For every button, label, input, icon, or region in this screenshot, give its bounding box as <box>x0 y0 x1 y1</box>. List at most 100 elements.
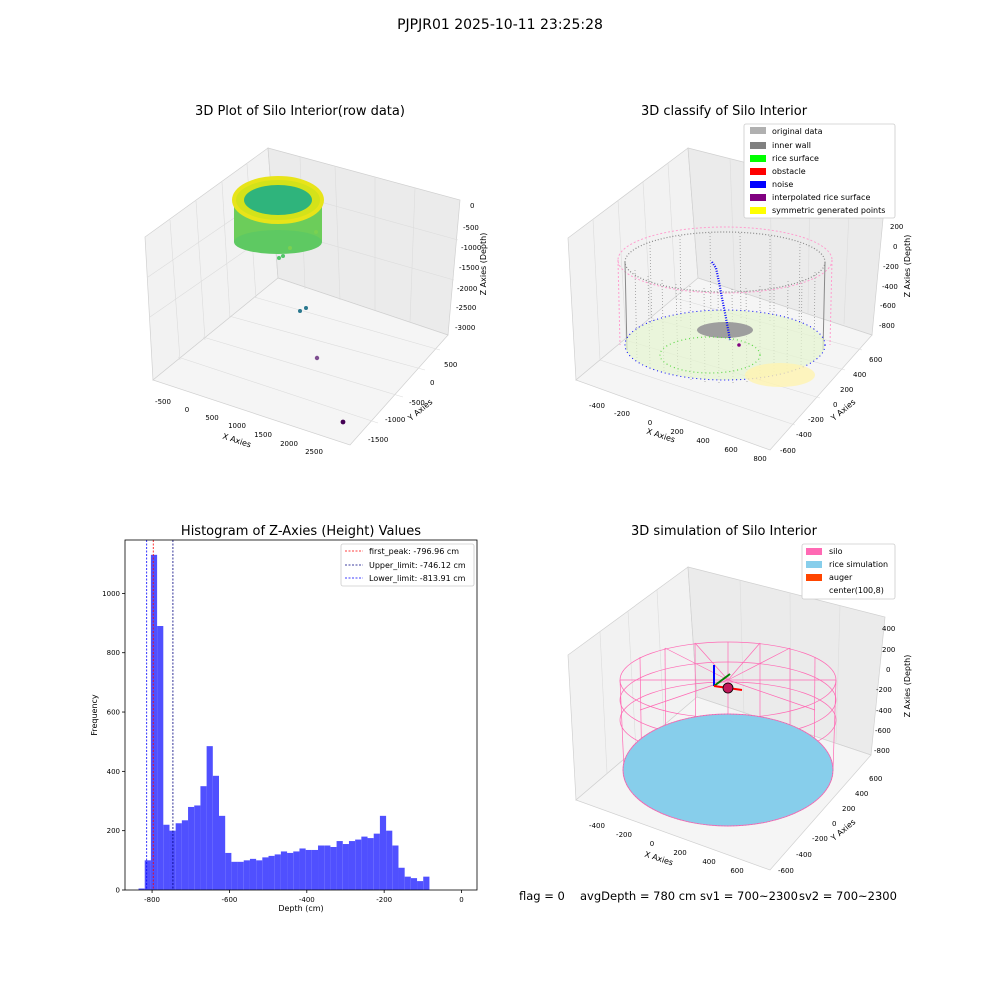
simulation-tick-labels: -400 -200 0 200 400 600 600 400 200 0 -2… <box>589 625 895 875</box>
legend-entry: first_peak: -796.96 cm <box>369 547 459 556</box>
svg-text:-400: -400 <box>796 431 812 439</box>
legend-entry: original data <box>772 127 823 136</box>
histogram-bar <box>423 876 430 890</box>
classify-point-cloud <box>617 226 833 387</box>
raw-outlier-point <box>304 306 308 310</box>
legend-entry: auger <box>829 573 853 582</box>
histogram-bar <box>268 855 275 890</box>
histogram-bar <box>379 815 387 890</box>
raw-xtick: 2500 <box>305 448 323 456</box>
histogram-bar <box>392 845 399 890</box>
svg-text:-200: -200 <box>883 263 899 271</box>
histogram-xtick-label: -200 <box>376 896 392 904</box>
simulation-zaxis-label: Z Axies (Depth) <box>903 655 912 718</box>
histogram-title: Histogram of Z-Axies (Height) Values <box>180 524 422 539</box>
histogram-bar <box>342 844 349 890</box>
raw-ytick: 0 <box>430 379 434 387</box>
status-flag: flag = 0 <box>519 889 565 903</box>
histogram-bar <box>188 806 195 890</box>
histogram-bar <box>324 845 331 890</box>
raw-cylinder-bottom <box>234 230 322 254</box>
histogram-bar <box>163 824 170 890</box>
histogram-bar <box>318 845 325 890</box>
histogram-bar <box>243 860 250 890</box>
legend-entry: rice simulation <box>829 560 888 569</box>
svg-text:-600: -600 <box>880 302 896 310</box>
svg-text:200: 200 <box>842 805 855 813</box>
raw-floor-pane <box>152 277 449 446</box>
histogram-bar <box>274 854 281 890</box>
raw-ztick: -1500 <box>459 264 479 272</box>
svg-text:0: 0 <box>650 840 654 848</box>
histogram-ytick-label: 600 <box>107 709 120 717</box>
svg-text:-800: -800 <box>874 747 890 755</box>
legend-entry: center(100,8) <box>829 586 884 595</box>
svg-text:0: 0 <box>833 401 837 409</box>
histogram-bar <box>305 849 312 890</box>
svg-text:400: 400 <box>696 437 709 445</box>
classify-plot-title: 3D classify of Silo Interior <box>640 104 808 119</box>
histogram-bar <box>367 838 374 890</box>
svg-text:-200: -200 <box>616 831 632 839</box>
simulation-legend: silo rice simulation auger center(100,8) <box>801 543 896 600</box>
raw-ztick: 0 <box>470 202 474 210</box>
svg-text:-400: -400 <box>589 822 605 830</box>
simulation-silo <box>619 641 837 827</box>
svg-text:-200: -200 <box>808 416 824 424</box>
histogram-bar <box>330 846 337 890</box>
histogram-bar <box>348 841 356 890</box>
raw-xtick: -500 <box>155 398 171 406</box>
histogram-bar <box>336 841 343 890</box>
histogram-yticks: 0 200 400 600 800 1000 <box>102 590 125 895</box>
auger-axis-y <box>713 673 731 687</box>
classify-zaxis-label: Z Axies (Depth) <box>903 235 912 298</box>
classify-legend: original data inner wall rice surface ob… <box>743 123 896 219</box>
svg-text:-600: -600 <box>778 867 794 875</box>
histogram-bar <box>144 860 151 890</box>
simulation-xaxis-label: X Axies <box>643 850 674 868</box>
histogram-bar <box>417 881 424 890</box>
svg-text:0: 0 <box>886 666 890 674</box>
svg-text:400: 400 <box>853 371 866 379</box>
histogram-bar <box>293 851 300 890</box>
histogram-bar <box>138 888 145 890</box>
histogram-xaxis-label: Depth (cm) <box>278 904 323 913</box>
svg-text:200: 200 <box>890 223 903 231</box>
classify-symmetric-points <box>745 363 815 387</box>
legend-entry: noise <box>772 180 793 189</box>
status-sv1: sv1 = 700~2300 <box>700 889 798 903</box>
auger-marker <box>722 682 734 694</box>
histogram-bar <box>404 876 411 890</box>
figure-title: PJPJR01 2025-10-11 23:25:28 <box>397 17 603 33</box>
histogram-bar <box>200 786 207 890</box>
svg-text:600: 600 <box>724 446 737 454</box>
histogram-xticks: -800 -600 -400 -200 0 <box>144 890 464 904</box>
svg-text:0: 0 <box>893 243 897 251</box>
raw-ytick: -1000 <box>385 416 405 424</box>
histogram-bar <box>150 554 158 890</box>
histogram-bar <box>311 849 319 890</box>
raw-tick-labels: -500 0 500 1000 1500 2000 2500 500 0 -50… <box>155 202 481 456</box>
histogram-ytick-label: 200 <box>107 827 120 835</box>
raw-ztick: -3000 <box>455 324 475 332</box>
histogram-bar <box>249 858 257 890</box>
legend-entry: obstacle <box>772 167 806 176</box>
rice-simulation-surface <box>622 713 834 827</box>
svg-text:-800: -800 <box>879 322 895 330</box>
svg-text:400: 400 <box>855 790 868 798</box>
status-avg-depth: avgDepth = 780 cm <box>580 889 697 903</box>
svg-text:-200: -200 <box>812 835 828 843</box>
raw-plot-title: 3D Plot of Silo Interior(row data) <box>195 104 405 119</box>
svg-text:-200: -200 <box>876 686 892 694</box>
histogram-ytick-label: 400 <box>107 768 120 776</box>
histogram-bar <box>386 830 393 890</box>
legend-entry: Upper_limit: -746.12 cm <box>369 561 466 570</box>
histogram-bar <box>175 823 182 890</box>
svg-text:200: 200 <box>673 849 686 857</box>
legend-entry: Lower_limit: -813.91 cm <box>369 574 466 583</box>
histogram-bar <box>361 836 368 890</box>
raw-ztick: -2000 <box>457 285 477 293</box>
